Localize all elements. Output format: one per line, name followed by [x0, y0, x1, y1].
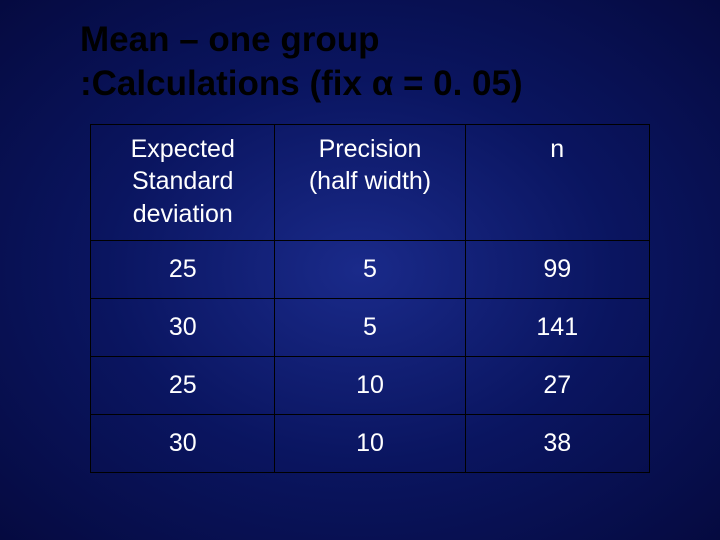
cell-n: 38: [465, 415, 649, 473]
cell-n: 27: [465, 357, 649, 415]
header-expected-sd: Expected Standard deviation: [91, 124, 275, 241]
cell-sd: 30: [91, 415, 275, 473]
header-precision: Precision (half width): [275, 124, 465, 241]
cell-n: 141: [465, 299, 649, 357]
calculations-table: Expected Standard deviation Precision (h…: [90, 124, 650, 474]
header-col1-line2: Standard: [132, 167, 233, 195]
cell-precision: 10: [275, 415, 465, 473]
header-col1-line1: Expected: [131, 135, 235, 163]
header-col2-line2: (half width): [309, 167, 431, 195]
table-row: 30 10 38: [91, 415, 650, 473]
cell-n: 99: [465, 241, 649, 299]
table-row: 30 5 141: [91, 299, 650, 357]
cell-sd: 25: [91, 357, 275, 415]
table-row: 25 10 27: [91, 357, 650, 415]
title-line1: Mean – one group: [80, 20, 379, 59]
header-col1-line3: deviation: [133, 200, 233, 228]
header-col3: n: [550, 135, 564, 163]
cell-precision: 5: [275, 299, 465, 357]
cell-sd: 30: [91, 299, 275, 357]
cell-precision: 5: [275, 241, 465, 299]
slide-title: Mean – one group :Calculations (fix α = …: [80, 18, 660, 106]
title-line2: :Calculations (fix α = 0. 05): [80, 62, 660, 106]
table-row: 25 5 99: [91, 241, 650, 299]
header-n: n: [465, 124, 649, 241]
slide-container: Mean – one group :Calculations (fix α = …: [0, 0, 720, 540]
header-col2-line1: Precision: [319, 135, 422, 163]
table-header-row: Expected Standard deviation Precision (h…: [91, 124, 650, 241]
cell-precision: 10: [275, 357, 465, 415]
table-container: Expected Standard deviation Precision (h…: [90, 124, 650, 474]
cell-sd: 25: [91, 241, 275, 299]
